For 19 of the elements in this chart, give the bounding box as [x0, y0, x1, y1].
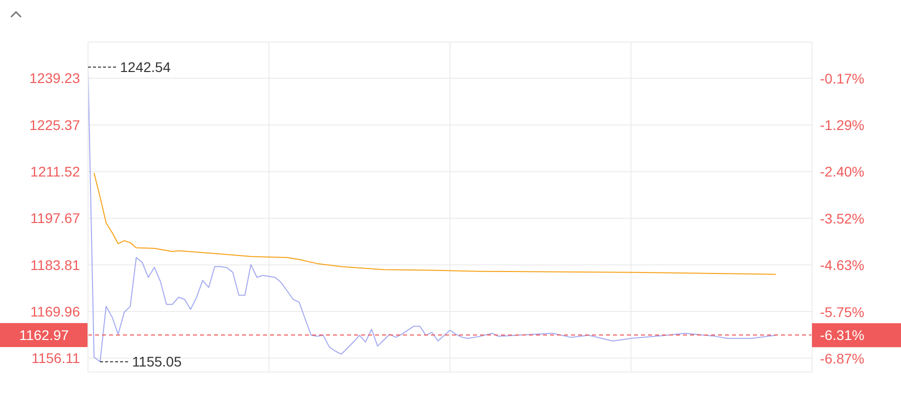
y2-tick-label: -2.40%: [820, 164, 864, 180]
annotation: 1155.05: [132, 354, 182, 370]
y2-tick-label: -4.63%: [820, 256, 864, 273]
y2-tick-label: -1.29%: [820, 117, 864, 134]
y-tick-label: 1225.37: [29, 116, 80, 133]
y2-tick-label: -3.52%: [820, 210, 864, 226]
annotation: 1242.54: [120, 59, 171, 76]
y2-tick-label: -6.31%: [820, 327, 864, 344]
y-tick-label: 1197.67: [30, 210, 80, 226]
line-series: [94, 172, 776, 275]
ref-line-label: 1162.97: [19, 327, 69, 344]
y-tick-label: 1156.11: [31, 350, 80, 366]
y-tick-label: 1211.52: [30, 164, 80, 180]
y2-tick-label: -5.75%: [820, 304, 864, 320]
y2-tick-label: -0.17%: [820, 70, 864, 86]
y-tick-label: 1239.23: [29, 70, 80, 86]
y-tick-label: 1183.81: [30, 256, 80, 273]
y2-tick-label: -6.87%: [820, 350, 864, 367]
y-tick-label: 1169.96: [30, 303, 80, 320]
